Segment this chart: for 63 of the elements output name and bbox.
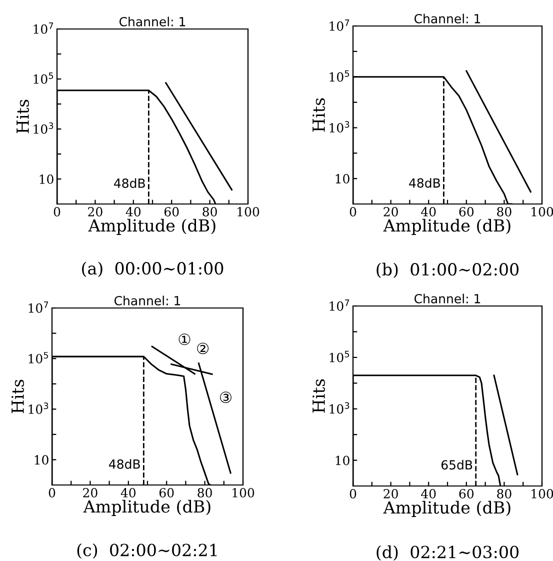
y-tick-label: 10$^{3}$ — [330, 402, 350, 414]
x-tick-label: 100 — [232, 488, 254, 498]
ref-line-label: 48dB — [109, 459, 140, 469]
y-tick-label: 10$^{5}$ — [34, 72, 54, 84]
x-tick-label: 100 — [532, 489, 553, 498]
x-tick-label: 80 — [497, 489, 512, 498]
x-axis-title: Amplitude (dB) — [383, 500, 510, 518]
x-tick-label: 20 — [88, 207, 102, 216]
y-tick-label: 10$^{5}$ — [330, 350, 350, 362]
x-tick-label: 80 — [497, 207, 512, 216]
chart-title: Channel: 1 — [414, 294, 480, 304]
text: (d) 02:21∼03:00 — [376, 545, 519, 561]
x-tick-label: 40 — [126, 207, 141, 216]
annotation: ① — [178, 334, 190, 346]
y-tick-label: 10$^{3}$ — [330, 121, 350, 133]
y-tick-label: 10 — [336, 174, 350, 184]
y-tick-label: 10 — [40, 174, 54, 184]
x-tick-label: 0 — [48, 488, 56, 498]
x-axis-title: Amplitude (dB) — [88, 218, 216, 236]
y-tick-label: 10$^{5}$ — [28, 352, 48, 364]
x-tick-label: 60 — [159, 488, 174, 498]
y-axis-title: Hits — [312, 379, 325, 413]
text: (b) 01:00∼02:00 — [376, 262, 519, 278]
x-tick-label: 100 — [238, 207, 260, 216]
y-tick-label: 10$^{3}$ — [34, 122, 54, 134]
text: (a) 00:00∼01:00 — [82, 262, 224, 278]
y-axis-title: Hits — [11, 380, 24, 414]
x-tick-label: 100 — [532, 207, 553, 216]
ref-line-label: 48dB — [114, 178, 145, 188]
x-tick-label: 0 — [350, 207, 356, 216]
x-tick-label: 0 — [54, 207, 60, 216]
ref-line-label: 65dB — [441, 460, 472, 470]
x-tick-label: 40 — [421, 207, 436, 216]
x-tick-label: 20 — [384, 489, 398, 498]
y-axis-title: Hits — [16, 100, 29, 134]
chart-title: Channel: 1 — [114, 296, 180, 306]
y-tick-label: 10$^{7}$ — [28, 302, 48, 313]
x-tick-label: 40 — [421, 489, 436, 498]
x-tick-label: 40 — [120, 488, 136, 498]
ref-line-label: 48dB — [409, 178, 440, 188]
y-tick-label: 10 — [34, 455, 48, 465]
annotation: ② — [197, 342, 209, 354]
annotation: ③ — [220, 392, 232, 404]
y-tick-label: 10$^{7}$ — [330, 300, 350, 311]
x-tick-label: 60 — [459, 207, 474, 216]
x-axis-title: Amplitude (dB) — [83, 500, 210, 516]
chart-title: Channel: 1 — [414, 14, 480, 24]
x-tick-label: 60 — [164, 207, 179, 216]
x-tick-label: 60 — [459, 489, 474, 498]
x-tick-label: 20 — [384, 207, 398, 216]
x-tick-label: 0 — [350, 489, 356, 498]
y-tick-label: 10$^{7}$ — [330, 20, 350, 31]
y-tick-label: 10$^{7}$ — [34, 22, 54, 34]
chart-title: Channel: 1 — [119, 16, 186, 26]
y-tick-label: 10 — [336, 456, 350, 466]
x-tick-label: 80 — [202, 207, 217, 216]
x-tick-label: 80 — [198, 488, 212, 498]
y-axis-title: Hits — [312, 98, 325, 132]
y-tick-label: 10$^{3}$ — [28, 402, 48, 414]
text: (c) 02:00∼02:21 — [77, 543, 217, 559]
x-tick-label: 20 — [83, 488, 98, 498]
x-axis-title: Amplitude (dB) — [383, 218, 510, 236]
y-tick-label: 10$^{5}$ — [330, 70, 350, 82]
